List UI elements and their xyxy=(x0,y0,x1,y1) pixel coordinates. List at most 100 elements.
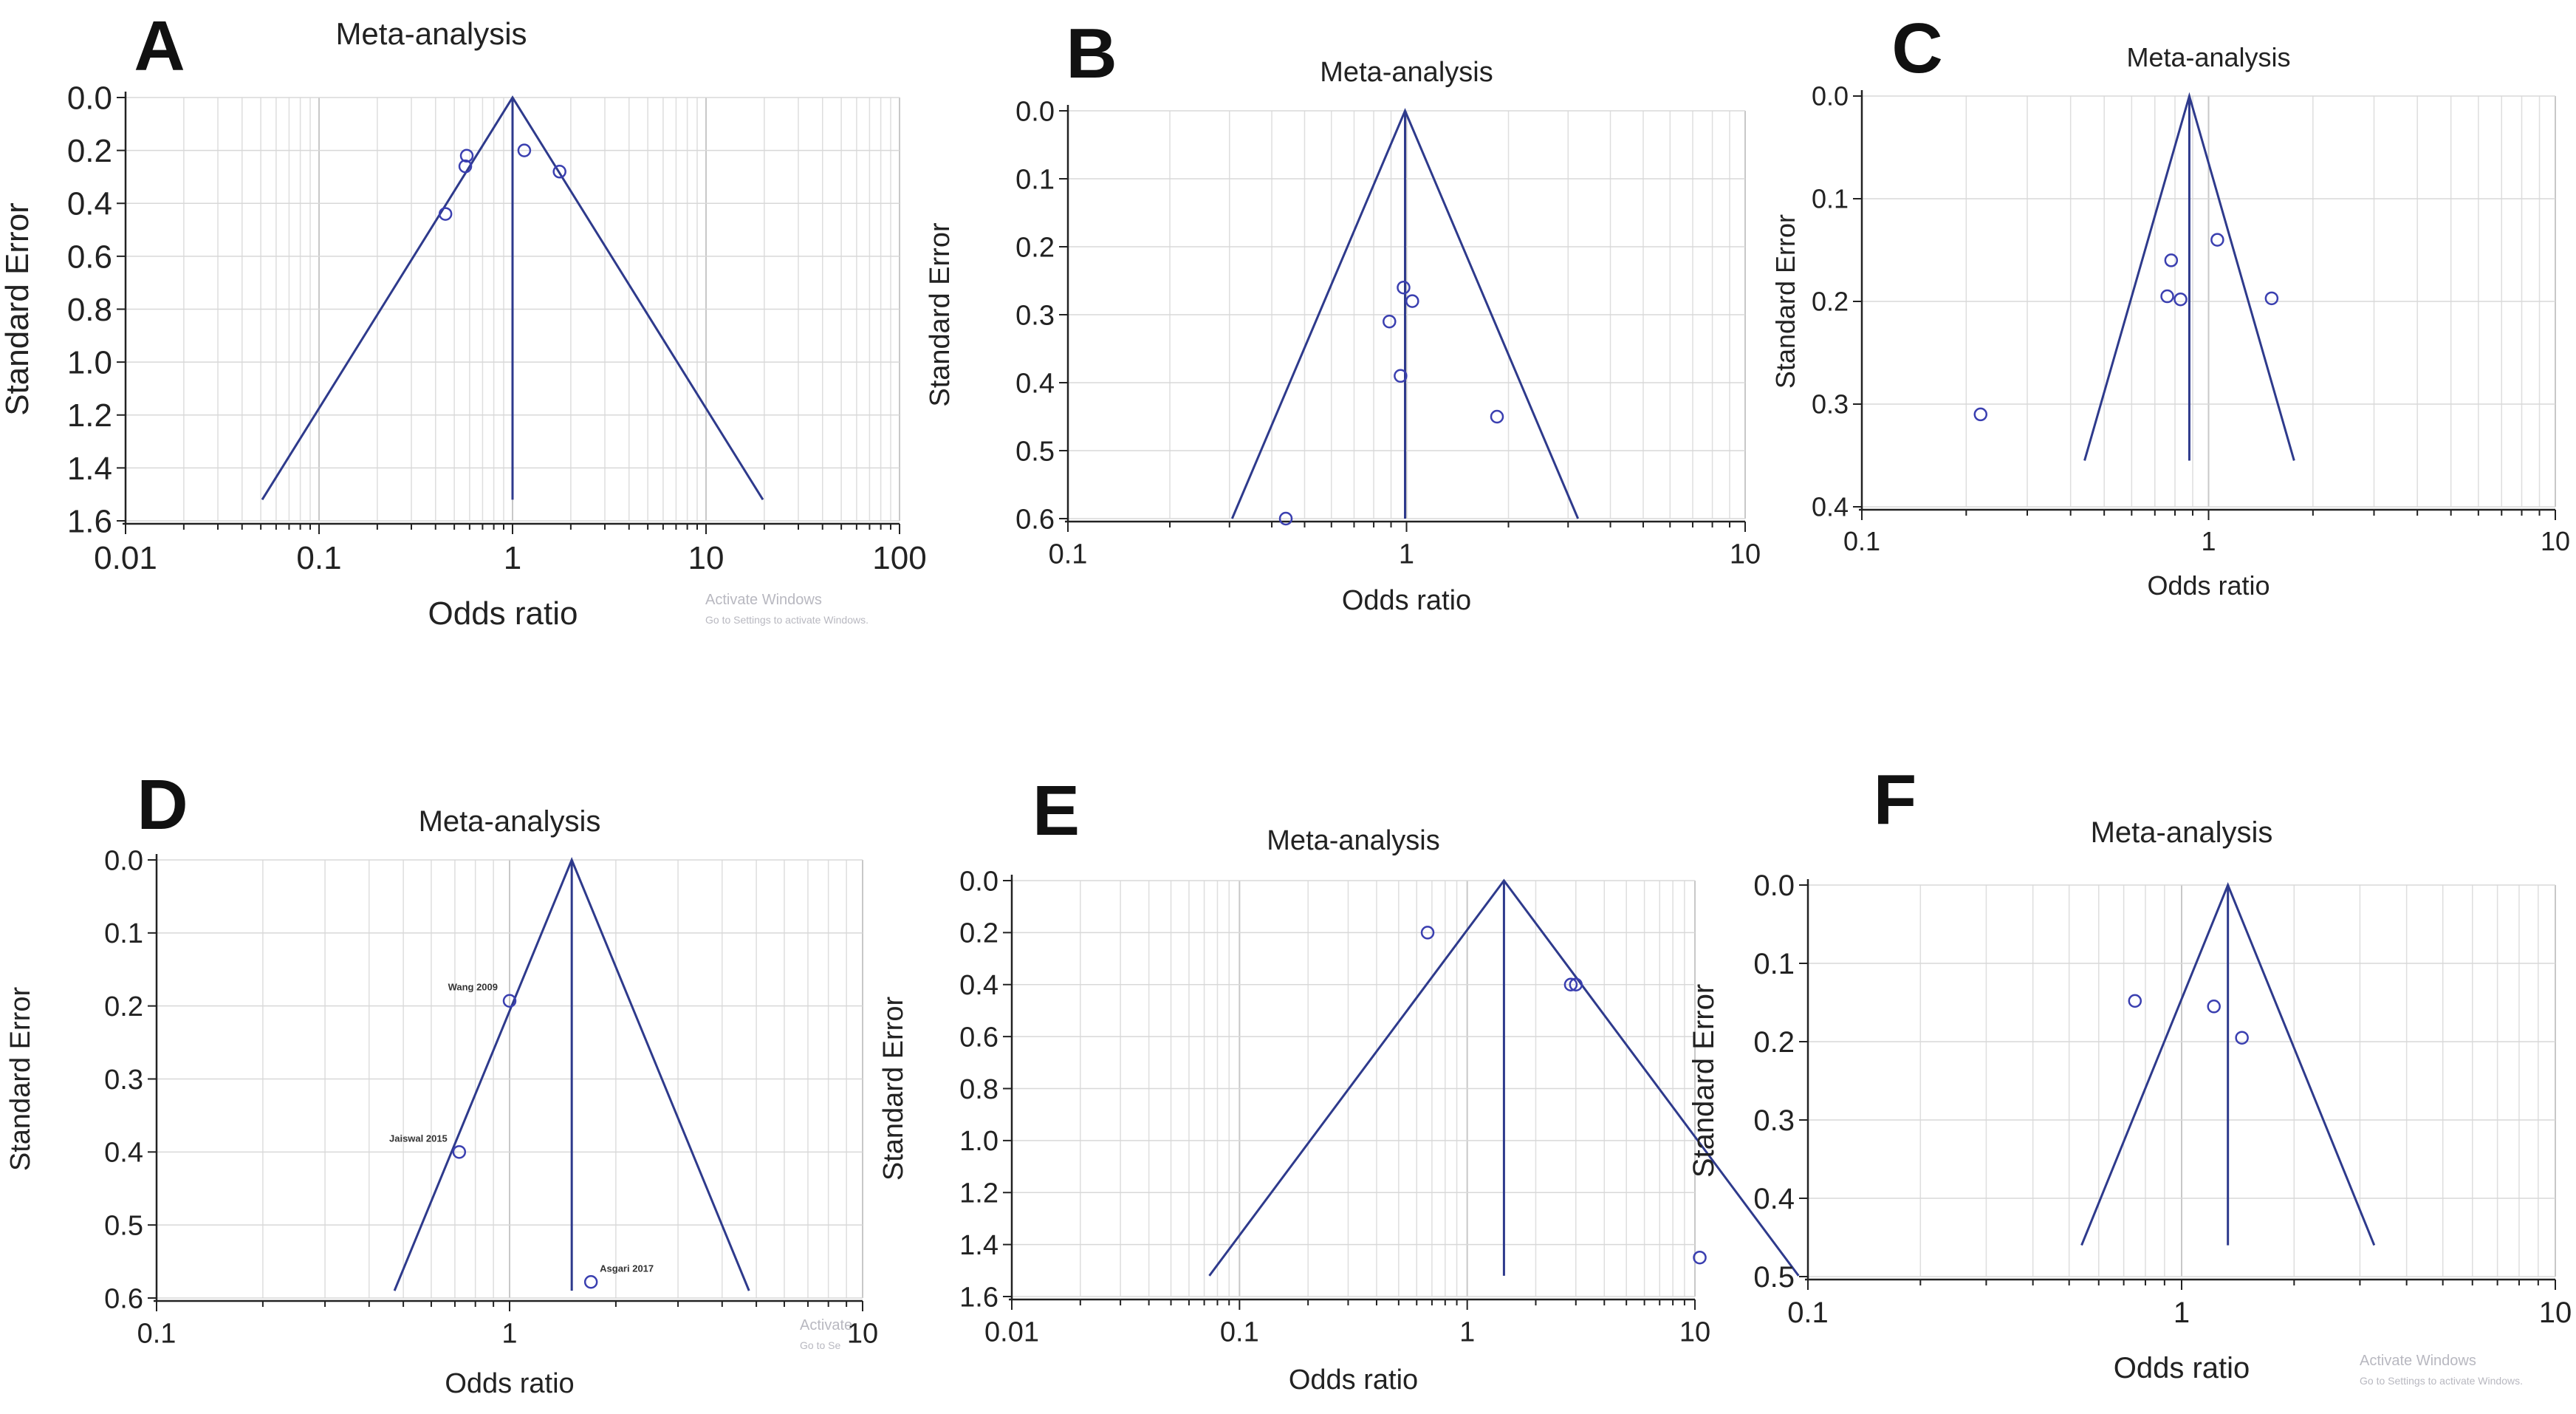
x-axis-label: Odds ratio xyxy=(2114,1352,2250,1384)
x-axis-label: Odds ratio xyxy=(2147,570,2270,601)
study-point xyxy=(552,165,566,179)
panel-letter: B xyxy=(1066,14,1117,93)
watermark-text: Go to Settings to activate Windows. xyxy=(2360,1375,2523,1387)
funnel-plot-e: 0.01 0.1 1 10 0.0 0.2 0.4 0.6 0.8 1.0 1.2 1.4 1.6 E Me… xyxy=(878,771,1800,1396)
x-tick-label: 1 xyxy=(1399,539,1414,570)
study-point xyxy=(1563,977,1578,991)
x-tick-label: 0.1 xyxy=(1787,1297,1829,1329)
study-point xyxy=(1383,314,1397,329)
y-tick-label: 0.2 xyxy=(1812,287,1849,317)
y-tick-label: 1.4 xyxy=(959,1230,998,1261)
x-tick-label: 1 xyxy=(1459,1316,1475,1348)
panel-letter: F xyxy=(1874,760,1917,839)
watermark-text: Go to Settings to activate Windows. xyxy=(705,614,869,626)
funnel-plot-b: 0.1 1 10 0.0 0.1 0.2 0.3 0.4 0.5 0.6 B Meta-analysi… xyxy=(925,14,1761,616)
study-point-label: Jaiswal 2015 xyxy=(389,1133,448,1144)
study-point xyxy=(2174,292,2188,307)
study-point xyxy=(438,207,453,221)
x-tick-label: 0.1 xyxy=(137,1318,177,1349)
study-point xyxy=(1397,280,1411,295)
panel-letter: D xyxy=(137,765,188,844)
watermark-text: Activate xyxy=(800,1317,852,1333)
x-axis-label: Odds ratio xyxy=(1342,585,1471,616)
y-tick-label: 0.3 xyxy=(1015,300,1055,331)
y-tick-label: 0.4 xyxy=(1753,1183,1795,1215)
y-tick-label: 0.2 xyxy=(959,918,998,949)
y-tick-label: 0.8 xyxy=(67,292,112,328)
study-point xyxy=(1569,977,1583,991)
y-tick-label: 1.0 xyxy=(959,1126,998,1157)
y-tick-label: 0.5 xyxy=(104,1210,143,1241)
y-tick-label: 0.5 xyxy=(1753,1261,1795,1294)
chart-title: Meta-analysis xyxy=(2091,816,2273,849)
study-point xyxy=(1693,1250,1707,1265)
panel-letter: A xyxy=(134,7,185,86)
funnel-plot-d: 0.1 1 10 0.0 0.1 0.2 0.3 0.4 0.5 0.6 Wang 2009 Jais… xyxy=(5,765,878,1399)
gridlines xyxy=(1067,110,1746,519)
y-tick-label: 0.1 xyxy=(1015,164,1055,195)
y-tick-label: 1.2 xyxy=(67,397,112,434)
chart-title: Meta-analysis xyxy=(1320,57,1493,88)
y-tick-label: 0.3 xyxy=(1753,1104,1795,1137)
study-point xyxy=(458,159,473,174)
x-tick-label: 1 xyxy=(504,540,521,576)
x-tick-label: 0.01 xyxy=(984,1316,1039,1348)
x-tick-label: 0.1 xyxy=(1049,539,1088,570)
x-tick-label: 10 xyxy=(2541,526,2570,556)
y-tick-label: 0.6 xyxy=(104,1283,143,1314)
y-tick-label: 0.5 xyxy=(1015,436,1055,467)
panel-letter: C xyxy=(1891,9,1942,88)
study-point xyxy=(583,1275,598,1289)
study-point xyxy=(2210,233,2224,247)
gridlines xyxy=(1861,95,2556,508)
y-tick-label: 0.0 xyxy=(1812,81,1849,112)
y-tick-label: 0.4 xyxy=(1812,492,1849,522)
gridlines xyxy=(1807,884,2556,1277)
x-tick-label: 1 xyxy=(501,1318,517,1349)
y-tick-label: 0.2 xyxy=(1015,232,1055,263)
x-tick-label: 0.1 xyxy=(1220,1316,1259,1348)
y-tick-label: 0.1 xyxy=(104,918,143,949)
study-point xyxy=(2264,291,2279,306)
y-tick-label: 1.6 xyxy=(959,1282,998,1313)
y-tick-label: 0.0 xyxy=(1015,96,1055,127)
x-axis-label: Odds ratio xyxy=(445,1368,574,1399)
chart-title: Meta-analysis xyxy=(2126,42,2290,72)
x-tick-label: 0.1 xyxy=(1843,526,1880,556)
study-point xyxy=(1490,409,1504,424)
x-tick-label: 10 xyxy=(1679,1316,1710,1348)
x-tick-label: 1 xyxy=(2201,526,2216,556)
x-tick-label: 10 xyxy=(2539,1297,2572,1329)
y-tick-label: 0.0 xyxy=(67,80,112,116)
y-axis-label: Standard Error xyxy=(0,202,35,416)
y-tick-label: 0.0 xyxy=(104,845,143,876)
y-tick-label: 0.4 xyxy=(67,186,112,222)
gridlines xyxy=(156,859,863,1299)
study-point xyxy=(517,143,532,157)
y-axis-label: Standard Error xyxy=(5,987,36,1172)
y-tick-label: 0.3 xyxy=(104,1065,143,1096)
y-axis-label: Standard Error xyxy=(925,222,956,407)
chart-title: Meta-analysis xyxy=(1267,825,1439,856)
y-tick-label: 1.2 xyxy=(959,1178,998,1209)
y-axis-label: Standard Error xyxy=(878,997,909,1181)
study-point xyxy=(1278,511,1293,526)
study-point xyxy=(452,1145,467,1159)
y-tick-label: 0.4 xyxy=(959,970,998,1001)
y-tick-label: 0.4 xyxy=(1015,368,1055,399)
x-tick-label: 10 xyxy=(688,540,724,576)
study-point-label: Wang 2009 xyxy=(448,982,498,993)
y-tick-label: 0.6 xyxy=(959,1022,998,1053)
study-point xyxy=(2235,1031,2249,1045)
study-point xyxy=(1420,926,1435,940)
study-point xyxy=(459,148,474,163)
x-tick-label: 10 xyxy=(1730,539,1761,570)
funnel-plot-c: 0.1 1 10 0.0 0.1 0.2 0.3 0.4 C Meta-analysis Odds … xyxy=(1770,9,2570,601)
y-tick-label: 0.6 xyxy=(1015,504,1055,535)
x-axis-label: Odds ratio xyxy=(1289,1365,1418,1396)
y-tick-label: 0.1 xyxy=(1753,948,1795,980)
study-point xyxy=(2207,1000,2221,1014)
watermark-text: Activate Windows xyxy=(2360,1353,2476,1369)
gridlines xyxy=(125,97,900,522)
